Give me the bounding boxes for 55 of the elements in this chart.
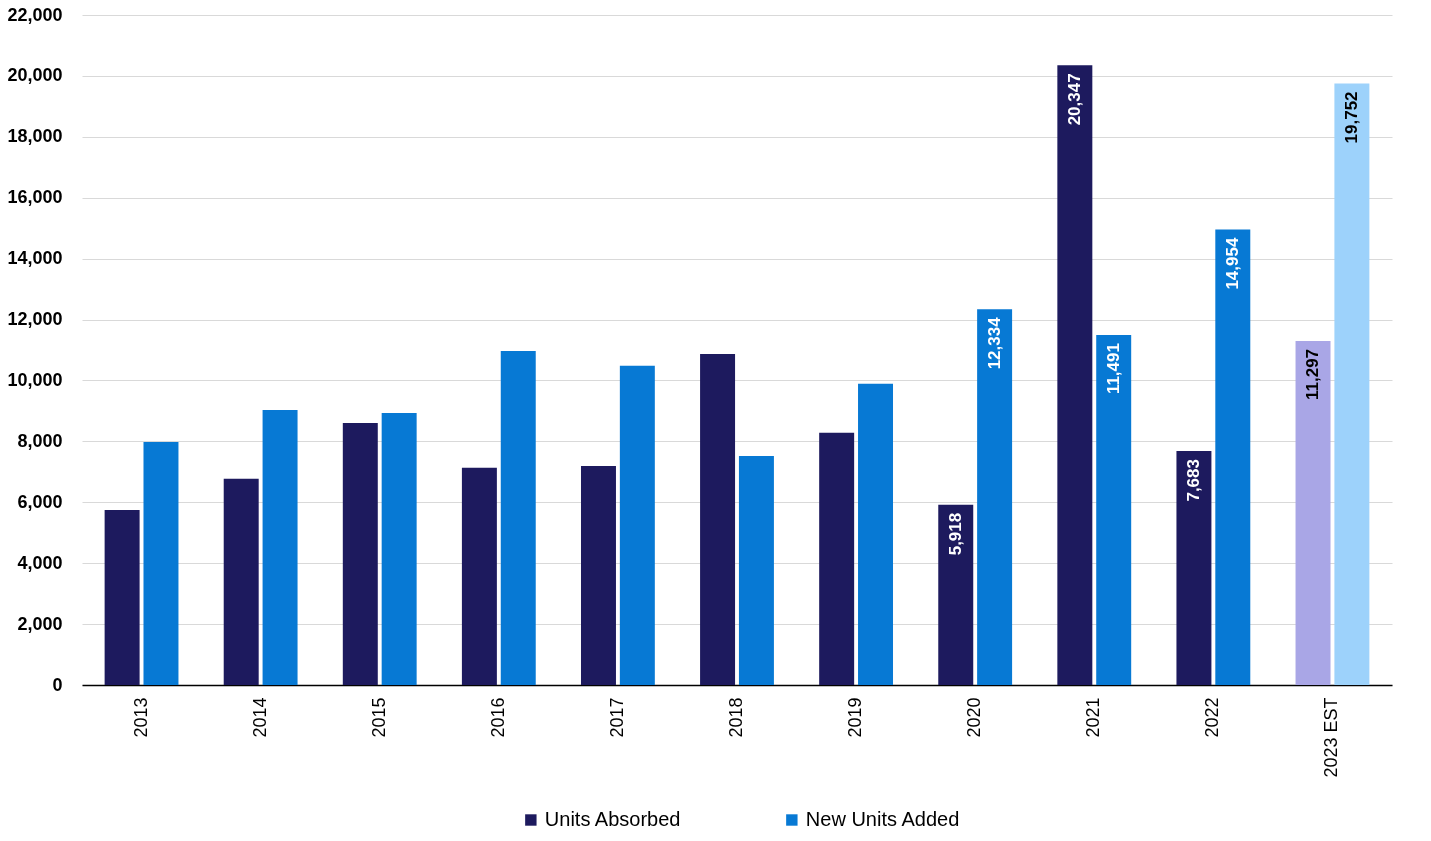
data-label: 5,918 (945, 512, 965, 556)
bar (819, 432, 855, 685)
bar (1295, 340, 1331, 685)
x-tick-label: 2018 (726, 697, 746, 738)
x-tick-label: 2022 (1202, 697, 1223, 738)
bar (500, 350, 536, 685)
bar (1096, 335, 1132, 685)
bar (342, 423, 378, 685)
y-tick-label: 14,000 (7, 248, 63, 269)
y-tick-label: 4,000 (17, 552, 63, 573)
bar (262, 410, 298, 685)
legend-label: New Units Added (805, 808, 960, 830)
x-tick-label: 2014 (249, 697, 270, 738)
y-tick-label: 6,000 (17, 491, 63, 512)
y-tick-label: 2,000 (17, 613, 63, 634)
y-tick-label: 22,000 (7, 4, 63, 25)
y-tick-label: 10,000 (7, 369, 63, 390)
x-tick-label: 2021 (1083, 697, 1104, 738)
x-tick-label: 2016 (487, 697, 508, 738)
bar (1176, 451, 1212, 685)
legend-label: Units Absorbed (544, 808, 681, 830)
data-label: 14,954 (1222, 237, 1242, 290)
bar (938, 504, 974, 685)
y-tick-label: 16,000 (7, 187, 63, 208)
x-tick-label: 2023 EST (1321, 697, 1342, 778)
bar (381, 413, 417, 685)
x-tick-label: 2017 (606, 697, 627, 738)
x-tick-label: 2020 (964, 697, 985, 738)
y-tick-label: 0 (52, 674, 63, 695)
x-tick-label: 2019 (845, 697, 866, 738)
bar (1057, 65, 1093, 685)
y-tick-label: 18,000 (7, 126, 63, 147)
y-tick-label: 20,000 (7, 65, 63, 86)
data-label: 19,752 (1341, 91, 1361, 144)
data-label: 7,683 (1183, 459, 1203, 502)
bar (104, 509, 140, 685)
bar (1334, 83, 1370, 685)
bar (223, 478, 259, 685)
bar (143, 441, 179, 685)
data-label: 11,297 (1303, 348, 1323, 401)
data-label: 20,347 (1064, 73, 1084, 126)
bar (700, 353, 736, 685)
bar (738, 455, 774, 685)
data-label: 12,334 (984, 316, 1004, 370)
x-tick-label: 2013 (130, 697, 151, 738)
y-tick-label: 8,000 (17, 430, 63, 451)
bar (1215, 229, 1251, 685)
bar (580, 466, 616, 685)
data-label: 11,491 (1103, 343, 1123, 395)
bar (619, 365, 655, 685)
y-tick-label: 12,000 (7, 309, 63, 330)
bar (858, 383, 894, 685)
bar (461, 467, 497, 685)
x-tick-label: 2015 (368, 697, 389, 738)
bar (977, 309, 1013, 685)
